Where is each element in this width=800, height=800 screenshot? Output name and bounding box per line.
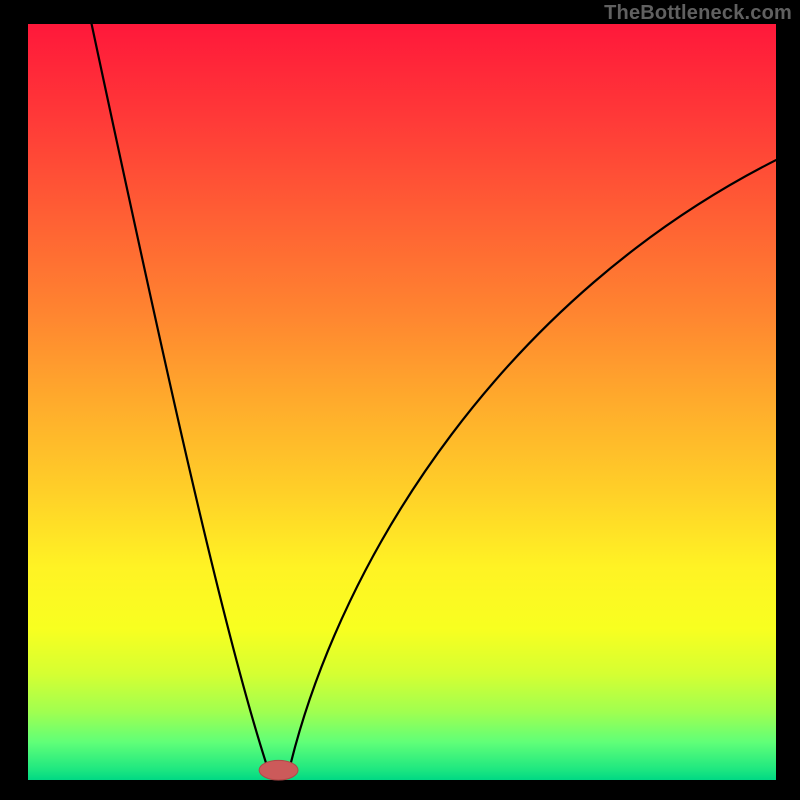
optimal-marker — [259, 760, 298, 780]
chart-svg — [0, 0, 800, 800]
watermark-label: TheBottleneck.com — [604, 2, 792, 25]
chart-container: TheBottleneck.com — [0, 0, 800, 800]
plot-background — [28, 24, 776, 780]
